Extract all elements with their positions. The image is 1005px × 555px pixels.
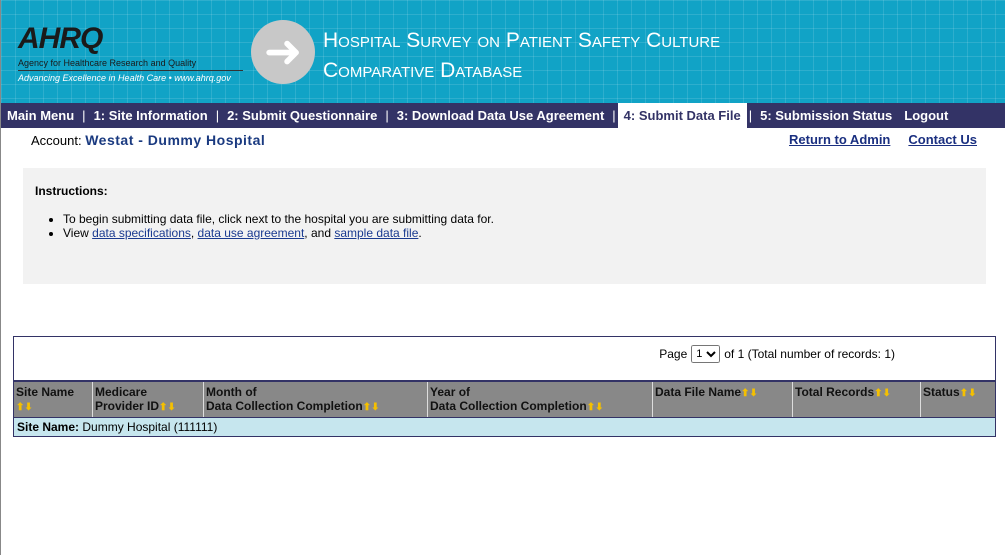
col-total-records[interactable]: Total Records⬆⬇ — [793, 382, 921, 419]
nav-submit-data-file[interactable]: 4: Submit Data File — [617, 103, 747, 128]
nav-submission-status[interactable]: 5: Submission Status — [760, 108, 893, 123]
data-specifications-link[interactable]: data specifications — [92, 226, 191, 240]
nav-main-menu[interactable]: Main Menu — [7, 108, 75, 123]
sort-icons: ⬆⬇ — [741, 388, 758, 399]
data-use-agreement-link[interactable]: data use agreement — [197, 226, 305, 240]
col-data-file-name[interactable]: Data File Name⬆⬇ — [653, 382, 793, 419]
nav-download-dua[interactable]: 3: Download Data Use Agreement — [396, 108, 605, 123]
sample-data-file-link[interactable]: sample data file — [334, 226, 419, 240]
sort-icons: ⬆⬇ — [586, 402, 604, 413]
page-select[interactable]: 1 — [691, 345, 721, 363]
table-header: Site Name ⬆⬇ Medicare Provider ID⬆⬇ Month … — [14, 380, 995, 419]
sort-icons: ⬆⬇ — [362, 402, 380, 413]
col-year[interactable]: Year of Data Collection Completion⬆⬇ — [428, 382, 653, 419]
group-row: Site Name: Dummy Hospital (111111) — [14, 417, 995, 436]
instructions-heading: Instructions: — [35, 184, 108, 198]
nav-site-information[interactable]: 1: Site Information — [93, 108, 208, 123]
tagline: Advancing Excellence in Health Care • ww… — [18, 73, 231, 83]
agency-name: Agency for Healthcare Research and Quali… — [18, 58, 243, 71]
col-month[interactable]: Month of Data Collection Completion⬆⬇ — [204, 382, 428, 419]
contact-us-link[interactable]: Contact Us — [908, 132, 977, 147]
header-banner: AHRQ Agency for Healthcare Research and … — [1, 0, 1005, 103]
instructions-panel: Instructions: To begin submitting data f… — [23, 168, 986, 284]
arrow-icon: ➜ — [251, 20, 315, 84]
instruction-item: View data specifications, data use agree… — [63, 226, 986, 240]
instruction-item: To begin submitting data file, click nex… — [63, 212, 986, 226]
nav-submit-questionnaire[interactable]: 2: Submit Questionnaire — [227, 108, 378, 123]
submissions-table: Page 1 of 1 (Total number of records: 1)… — [13, 336, 996, 437]
logo-text: AHRQ — [18, 22, 103, 55]
return-to-admin-link[interactable]: Return to Admin — [789, 132, 891, 147]
col-site-name[interactable]: Site Name ⬆⬇ — [14, 382, 93, 419]
sort-icons: ⬆⬇ — [16, 402, 33, 413]
sort-icons: ⬆⬇ — [159, 402, 176, 413]
sort-icons: ⬆⬇ — [959, 388, 977, 399]
main-nav: Main Menu | 1: Site Information | 2: Submi… — [1, 103, 1005, 128]
ahrq-logo[interactable]: AHRQ Agency for Healthcare Research and … — [18, 22, 243, 83]
sort-icons: ⬆⬇ — [874, 388, 891, 399]
col-status[interactable]: Status⬆⬇ — [923, 385, 977, 399]
pager: Page 1 of 1 (Total number of records: 1) — [659, 345, 895, 363]
site-title: Hospital Survey on Patient Safety Cultur… — [323, 29, 721, 82]
col-provider-id[interactable]: Medicare Provider ID⬆⬇ — [93, 382, 204, 419]
nav-logout[interactable]: Logout — [904, 108, 949, 123]
account-info: Account: Westat - Dummy Hospital — [31, 132, 266, 148]
account-name: Westat - Dummy Hospital — [85, 132, 266, 148]
